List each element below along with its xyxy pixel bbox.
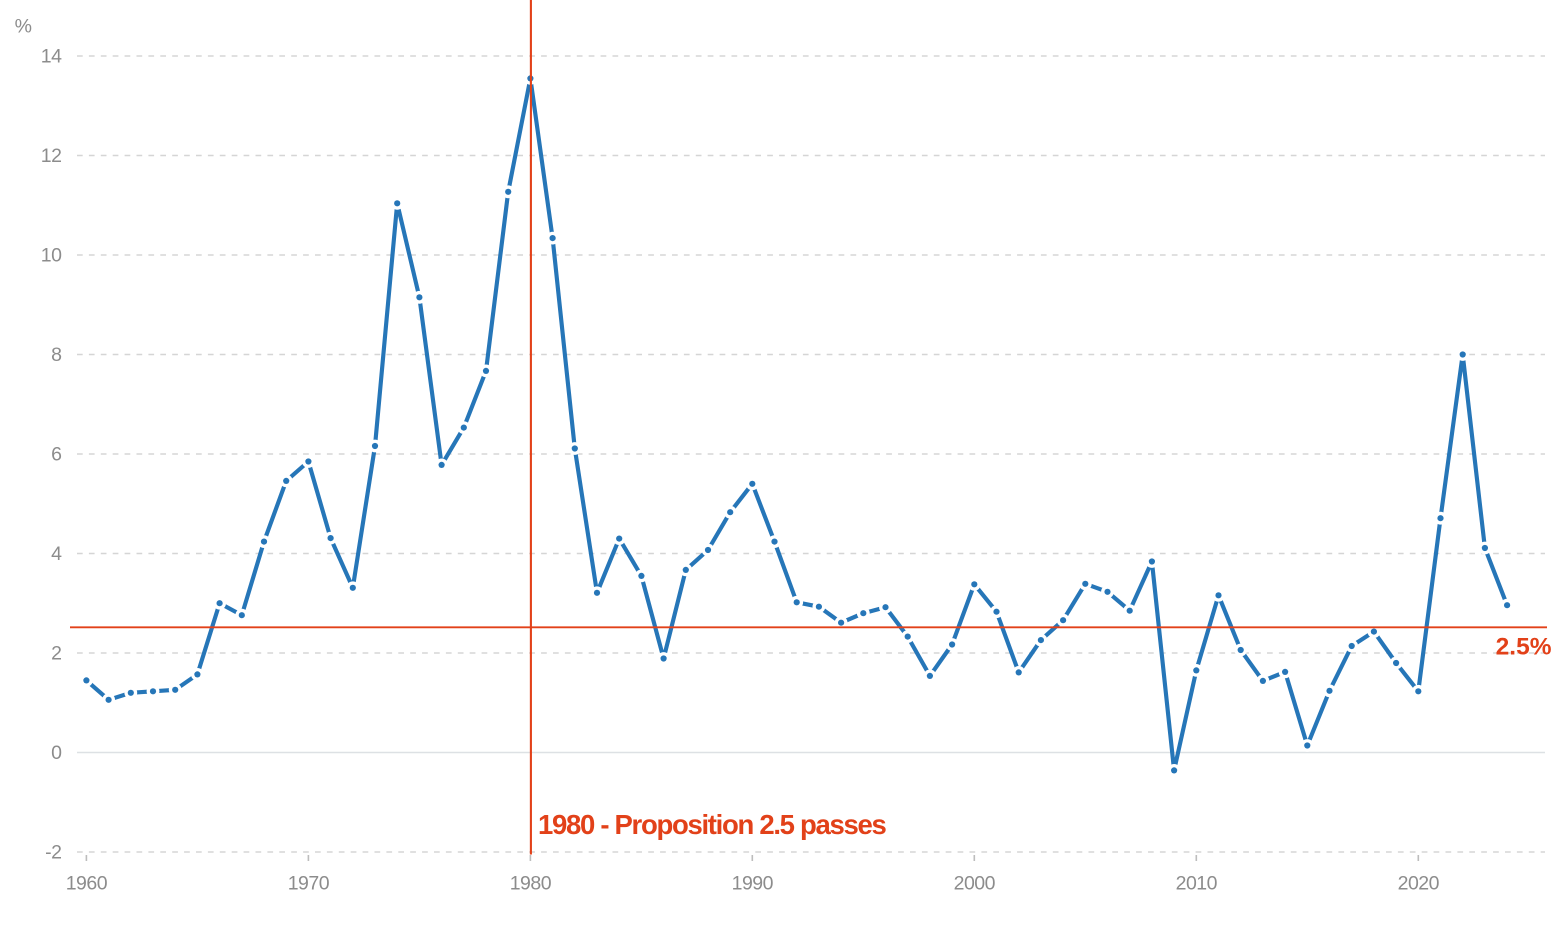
- svg-text:2010: 2010: [1176, 873, 1218, 895]
- svg-text:12: 12: [41, 145, 62, 167]
- svg-text:4: 4: [51, 543, 62, 565]
- svg-text:%: %: [15, 16, 32, 38]
- svg-text:-2: -2: [45, 842, 61, 864]
- svg-text:2000: 2000: [954, 873, 996, 895]
- svg-text:1980: 1980: [510, 873, 552, 895]
- svg-text:14: 14: [41, 46, 62, 68]
- svg-text:1990: 1990: [732, 873, 774, 895]
- svg-text:1970: 1970: [288, 873, 330, 895]
- svg-text:8: 8: [51, 344, 61, 366]
- svg-text:1980 - Proposition 2.5 passes: 1980 - Proposition 2.5 passes: [538, 809, 886, 840]
- svg-text:2020: 2020: [1398, 873, 1440, 895]
- svg-text:2.5%: 2.5%: [1496, 634, 1552, 661]
- svg-text:10: 10: [41, 245, 62, 267]
- svg-text:2: 2: [51, 643, 61, 665]
- svg-text:0: 0: [51, 742, 62, 764]
- svg-text:6: 6: [51, 444, 61, 466]
- svg-text:1960: 1960: [66, 873, 108, 895]
